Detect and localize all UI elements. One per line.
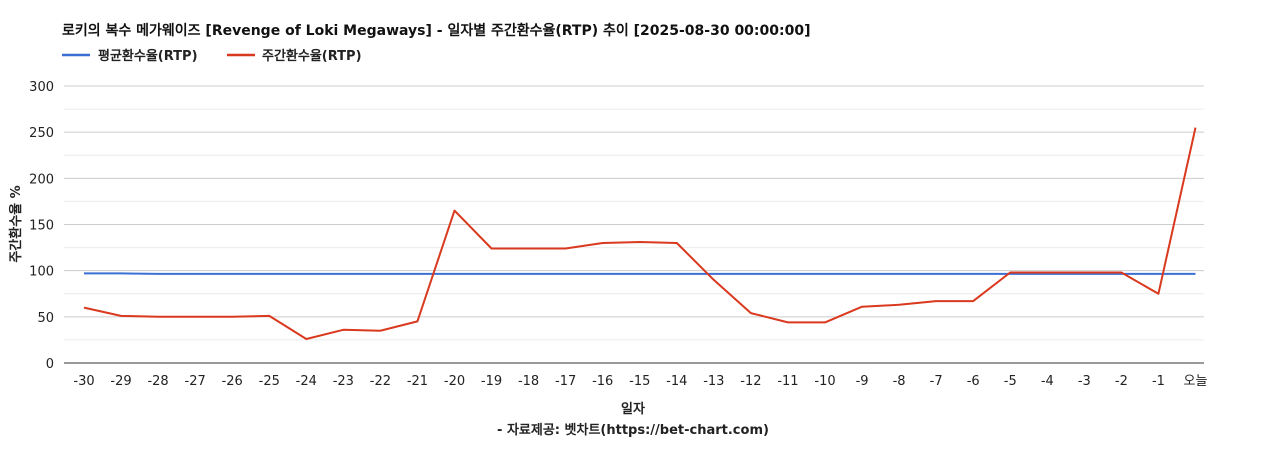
series-lines	[83, 127, 1197, 340]
x-tick-label: -16	[592, 374, 613, 389]
y-tick-label: 300	[29, 80, 54, 95]
x-tick-label: -5	[1004, 374, 1017, 389]
y-tick-label: 150	[29, 219, 54, 234]
x-tick-label: -1	[1152, 374, 1165, 389]
y-tick-label: 200	[29, 172, 54, 187]
x-tick-label: -13	[703, 374, 724, 389]
series-line-average[interactable]	[84, 272, 1196, 275]
y-tick-label: 100	[29, 265, 54, 280]
x-axis-ticks: -30 -29 -28 -27 -26 -25 -24 -23 -22 -21 -20 -19 -18 -…	[73, 374, 1207, 389]
x-tick-label: -21	[407, 374, 428, 389]
x-tick-label: -24	[296, 374, 317, 389]
x-tick-label: -26	[222, 374, 243, 389]
legend-item-weekly[interactable]: 주간환수율(RTP)	[227, 48, 362, 64]
y-axis-ticks: 0 50 100 150 200 250 300	[29, 80, 54, 372]
legend-label-weekly: 주간환수율(RTP)	[262, 48, 362, 64]
x-tick-label: -28	[147, 374, 168, 389]
legend-item-average[interactable]: 평균환수율(RTP)	[62, 48, 198, 64]
source-note: - 자료제공: 벳차트(https://bet-chart.com)	[497, 422, 769, 438]
x-tick-label: -15	[629, 374, 650, 389]
x-tick-label: -11	[777, 374, 798, 389]
x-tick-label: -17	[555, 374, 576, 389]
x-tick-label: -8	[893, 374, 906, 389]
x-tick-label: -3	[1078, 374, 1091, 389]
x-tick-label: -14	[666, 374, 687, 389]
y-tick-label: 250	[29, 126, 54, 141]
y-tick-label: 0	[46, 357, 54, 372]
x-tick-label: -23	[333, 374, 354, 389]
x-tick-label: -29	[110, 374, 131, 389]
x-tick-label: -19	[481, 374, 502, 389]
x-tick-label: -12	[740, 374, 761, 389]
x-tick-label: -18	[518, 374, 539, 389]
x-axis-title: 일자	[621, 402, 645, 417]
x-tick-label: -30	[73, 374, 94, 389]
x-tick-label: -9	[856, 374, 869, 389]
gridlines	[64, 85, 1204, 364]
x-tick-label: -10	[814, 374, 835, 389]
legend-label-average: 평균환수율(RTP)	[98, 48, 198, 64]
x-tick-label: 오늘	[1184, 374, 1208, 389]
x-tick-label: -4	[1041, 374, 1054, 389]
x-tick-label: -2	[1115, 374, 1128, 389]
y-axis-title: 주간환수율 %	[8, 185, 24, 262]
x-tick-label: -25	[259, 374, 280, 389]
chart-title: 로키의 복수 메가웨이즈 [Revenge of Loki Megaways] …	[62, 22, 811, 39]
x-tick-label: -27	[185, 374, 206, 389]
x-tick-label: -6	[967, 374, 980, 389]
legend: 평균환수율(RTP) 주간환수율(RTP)	[62, 48, 362, 64]
y-tick-label: 50	[37, 311, 54, 326]
x-tick-label: -7	[930, 374, 943, 389]
series-line-weekly[interactable]	[83, 127, 1197, 340]
x-tick-label: -22	[370, 374, 391, 389]
x-tick-label: -20	[444, 374, 465, 389]
